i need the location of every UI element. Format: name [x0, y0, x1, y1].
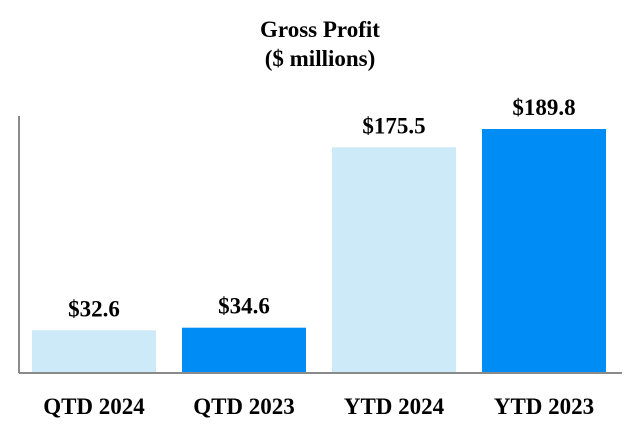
bar-qtd-2023	[182, 327, 306, 372]
x-tick-label: YTD 2023	[494, 394, 594, 419]
bar-ytd-2023	[482, 129, 606, 372]
data-label: $34.6	[218, 294, 270, 319]
data-label: $189.8	[512, 95, 575, 120]
data-label: $32.6	[68, 296, 120, 321]
chart-title: Gross Profit	[260, 17, 380, 42]
x-tick-label: QTD 2023	[193, 394, 295, 419]
chart-subtitle: ($ millions)	[264, 46, 376, 71]
x-tick-label: QTD 2024	[43, 394, 145, 419]
data-label: $175.5	[362, 113, 425, 138]
bar-ytd-2024	[332, 147, 456, 372]
bar-qtd-2024	[32, 330, 156, 372]
x-tick-label: YTD 2024	[344, 394, 445, 419]
